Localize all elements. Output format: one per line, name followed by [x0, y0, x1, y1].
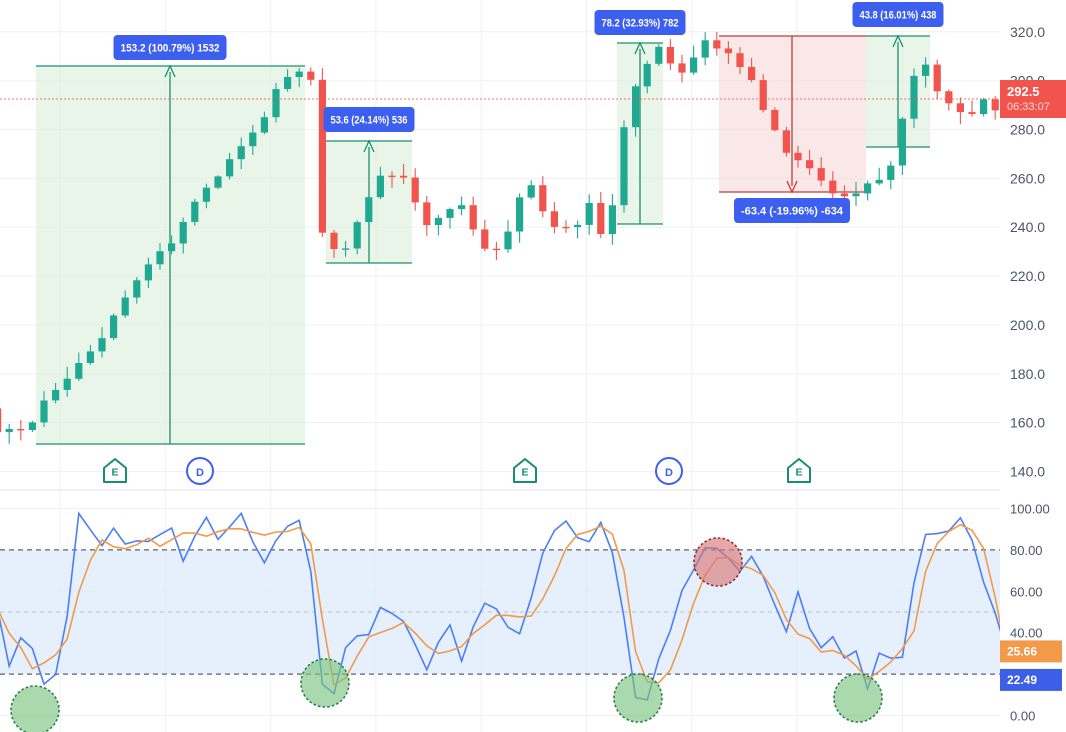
svg-text:153.2 (100.79%) 1532: 153.2 (100.79%) 1532	[121, 43, 220, 55]
svg-text:100.00: 100.00	[1010, 502, 1050, 517]
svg-text:240.0: 240.0	[1010, 219, 1045, 235]
svg-text:22.49: 22.49	[1007, 673, 1037, 687]
svg-text:60.00: 60.00	[1010, 584, 1043, 599]
svg-text:D: D	[665, 467, 673, 479]
svg-text:E: E	[795, 467, 802, 479]
svg-text:320.0: 320.0	[1010, 24, 1045, 40]
svg-text:-63.4 (-19.96%) -634: -63.4 (-19.96%) -634	[741, 206, 844, 218]
svg-text:292.5: 292.5	[1007, 84, 1040, 99]
svg-text:E: E	[111, 467, 118, 479]
svg-text:200.0: 200.0	[1010, 317, 1045, 333]
svg-text:53.6 (24.14%) 536: 53.6 (24.14%) 536	[331, 115, 408, 127]
svg-text:0.00: 0.00	[1010, 709, 1035, 724]
svg-text:E: E	[521, 467, 528, 479]
svg-text:180.0: 180.0	[1010, 366, 1045, 382]
svg-text:80.00: 80.00	[1010, 543, 1043, 558]
svg-text:160.0: 160.0	[1010, 415, 1045, 431]
svg-text:25.66: 25.66	[1007, 644, 1037, 658]
svg-text:40.00: 40.00	[1010, 626, 1043, 641]
svg-text:260.0: 260.0	[1010, 170, 1045, 186]
svg-text:43.8 (16.01%) 438: 43.8 (16.01%) 438	[860, 10, 937, 22]
svg-text:06:33:07: 06:33:07	[1007, 101, 1050, 113]
svg-text:220.0: 220.0	[1010, 268, 1045, 284]
svg-text:78.2 (32.93%) 782: 78.2 (32.93%) 782	[602, 18, 679, 30]
svg-text:280.0: 280.0	[1010, 122, 1045, 138]
svg-text:D: D	[196, 467, 204, 479]
svg-text:140.0: 140.0	[1010, 464, 1045, 480]
